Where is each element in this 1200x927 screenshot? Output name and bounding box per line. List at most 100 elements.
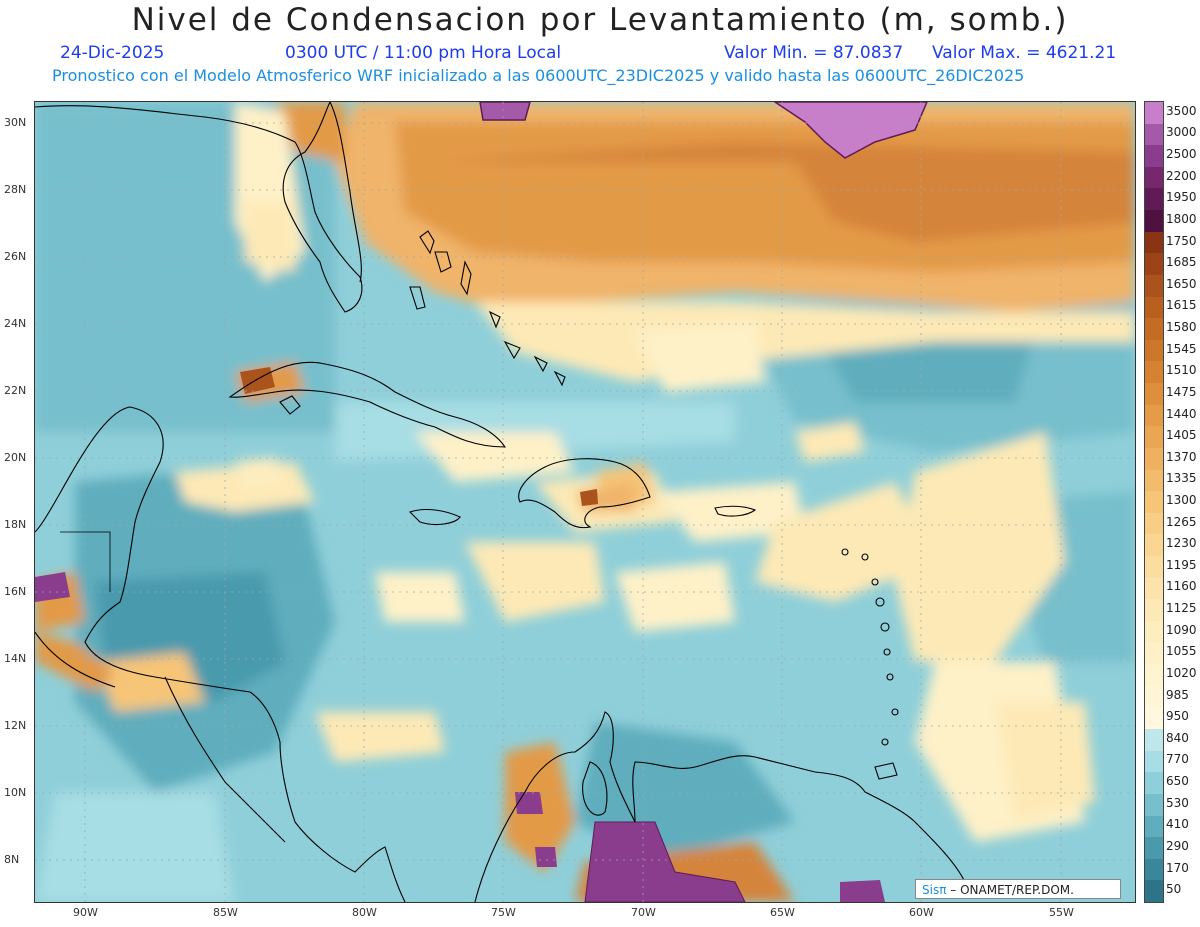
legend-label: 1615: [1166, 298, 1197, 313]
legend-swatch: [1145, 447, 1163, 471]
legend-swatch: [1145, 642, 1163, 665]
forecast-date: 24-Dic-2025: [60, 43, 165, 63]
legend-swatch: [1145, 750, 1163, 773]
legend-swatch: [1145, 426, 1163, 449]
model-info: Pronostico con el Modelo Atmosferico WRF…: [52, 66, 1025, 85]
legend-swatch: [1145, 188, 1163, 211]
lat-label: 24N: [4, 317, 27, 330]
legend-swatch: [1145, 361, 1163, 384]
legend-label: 1750: [1166, 233, 1197, 248]
legend-swatch: [1145, 274, 1163, 298]
purple-patch-northeast: [773, 102, 928, 159]
legend-label: 1545: [1166, 341, 1197, 356]
coastlines: [35, 102, 966, 902]
map-title: Nivel de Condensacion por Levantamiento …: [131, 2, 1069, 38]
legend-label: 650: [1166, 774, 1189, 789]
lat-label: 20N: [4, 451, 27, 464]
lon-label: 90W: [73, 906, 98, 919]
legend-label: 1230: [1166, 536, 1197, 551]
legend-swatch: [1145, 534, 1163, 557]
legend-swatch: [1145, 512, 1163, 535]
credit-box: Sisπ – ONAMET/REP.DOM.: [915, 879, 1121, 899]
legend-label: 530: [1166, 795, 1189, 810]
legend-label: 1090: [1166, 622, 1197, 637]
legend-label: 1685: [1166, 255, 1197, 270]
legend-swatch: [1145, 253, 1163, 276]
legend-label: 770: [1166, 752, 1189, 767]
legend-swatch: [1145, 577, 1163, 600]
legend-label: 50: [1166, 882, 1182, 897]
legend-swatch: [1145, 685, 1163, 708]
lat-label: 8N: [4, 853, 20, 866]
legend-swatch: [1145, 469, 1163, 492]
legend-label: 1125: [1166, 601, 1197, 616]
legend-swatch: [1145, 491, 1163, 514]
lon-label: 55W: [1049, 906, 1074, 919]
legend-swatch: [1145, 145, 1163, 168]
legend-label: 1300: [1166, 493, 1197, 507]
legend-swatch: [1145, 880, 1163, 903]
map-panel: [34, 101, 1136, 903]
legend-label: 1265: [1166, 514, 1197, 529]
legend-label: 1440: [1166, 406, 1197, 421]
legend-label: 1510: [1166, 363, 1197, 378]
lat-label: 12N: [4, 719, 27, 732]
legend-label: 985: [1166, 687, 1189, 702]
legend-swatch: [1145, 102, 1163, 125]
lon-label: 75W: [491, 906, 516, 919]
legend-swatch: [1145, 404, 1163, 427]
field-map: [35, 102, 1135, 902]
sis-logo: Sisπ: [922, 883, 947, 897]
lat-label: 30N: [4, 116, 27, 129]
legend-label: 410: [1166, 817, 1189, 832]
legend-label: 1055: [1166, 644, 1197, 659]
lon-label: 65W: [770, 906, 795, 919]
lat-lon-grid: [35, 102, 1135, 902]
legend-swatch: [1145, 793, 1163, 816]
legend-label: 950: [1166, 709, 1189, 724]
legend-label: 1020: [1166, 665, 1197, 680]
legend-label: 1160: [1166, 579, 1197, 594]
legend-label: 170: [1166, 860, 1189, 875]
legend-swatch: [1145, 166, 1163, 189]
legend-swatch: [1145, 231, 1163, 254]
legend-label: 3000: [1166, 125, 1197, 140]
legend-label: 1370: [1166, 449, 1197, 464]
lon-label: 80W: [352, 906, 377, 919]
legend-label: 1475: [1166, 384, 1197, 399]
legend-swatch: [1145, 707, 1163, 730]
legend-swatch: [1145, 815, 1163, 838]
lat-label: 14N: [4, 652, 27, 665]
min-value: Valor Min. = 87.0837: [724, 43, 904, 63]
lon-label: 60W: [909, 906, 934, 919]
legend-swatch: [1145, 123, 1163, 146]
legend-label: 1650: [1166, 276, 1197, 291]
purple-patch-north: [479, 102, 531, 121]
legend-label: 1800: [1166, 211, 1197, 226]
lon-label: 70W: [631, 906, 656, 919]
lat-label: 22N: [4, 384, 27, 397]
color-legend: [1144, 101, 1164, 903]
lon-label: 85W: [213, 906, 238, 919]
legend-label: 290: [1166, 838, 1189, 853]
legend-label: 840: [1166, 730, 1189, 745]
legend-label: 1335: [1166, 471, 1197, 486]
legend-label: 1195: [1166, 557, 1197, 572]
legend-swatch: [1145, 837, 1163, 860]
max-value: Valor Max. = 4621.21: [932, 43, 1117, 63]
legend-swatch: [1145, 318, 1163, 341]
legend-label: 2200: [1166, 168, 1197, 183]
forecast-time: 0300 UTC / 11:00 pm Hora Local: [285, 43, 562, 63]
legend-label: 3500: [1166, 103, 1197, 118]
legend-label: 1580: [1166, 320, 1197, 335]
lat-label: 18N: [4, 518, 27, 531]
legend-label: 2500: [1166, 147, 1197, 162]
credit-org: – ONAMET/REP.DOM.: [950, 883, 1074, 897]
lat-label: 16N: [4, 585, 27, 598]
lat-label: 28N: [4, 183, 27, 196]
legend-swatch: [1145, 664, 1163, 687]
legend-swatch: [1145, 772, 1163, 795]
legend-swatch: [1145, 339, 1163, 362]
legend-swatch: [1145, 620, 1163, 644]
legend-swatch: [1145, 729, 1163, 752]
